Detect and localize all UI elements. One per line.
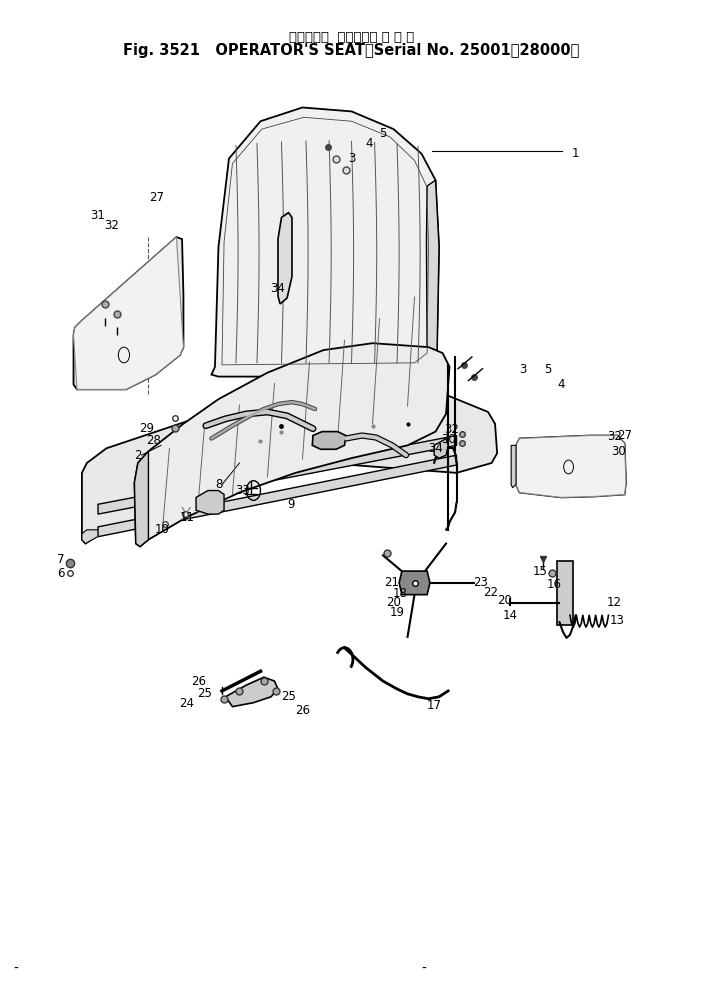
Text: 15: 15: [533, 564, 548, 577]
Text: 18: 18: [393, 587, 408, 600]
Text: 7: 7: [57, 553, 65, 565]
Polygon shape: [134, 451, 148, 547]
Polygon shape: [82, 530, 106, 544]
Polygon shape: [226, 677, 278, 706]
Text: 3: 3: [520, 363, 527, 376]
Text: 26: 26: [295, 704, 310, 717]
Text: 12: 12: [607, 596, 621, 609]
Text: 20: 20: [386, 596, 401, 609]
Text: 25: 25: [197, 688, 212, 700]
Text: 13: 13: [610, 614, 625, 626]
Polygon shape: [74, 237, 183, 389]
Text: 25: 25: [281, 690, 296, 703]
Text: -: -: [13, 961, 18, 976]
Text: 23: 23: [474, 576, 489, 589]
Text: 20: 20: [497, 594, 512, 607]
Polygon shape: [74, 237, 183, 389]
Text: 34: 34: [271, 282, 285, 295]
Text: 14: 14: [502, 609, 517, 622]
Text: 32: 32: [444, 424, 459, 436]
Polygon shape: [511, 445, 516, 488]
Polygon shape: [312, 431, 346, 449]
Text: 29: 29: [139, 423, 155, 435]
Text: 34: 34: [428, 442, 443, 455]
Polygon shape: [134, 343, 449, 547]
Text: 22: 22: [483, 586, 498, 599]
Text: 9: 9: [287, 497, 295, 511]
Text: 4: 4: [557, 378, 565, 391]
Text: 11: 11: [179, 510, 195, 524]
Text: 30: 30: [612, 445, 626, 458]
Polygon shape: [434, 438, 448, 458]
Text: 27: 27: [149, 191, 165, 204]
Polygon shape: [82, 386, 497, 544]
Text: 21: 21: [384, 576, 399, 589]
Text: 26: 26: [191, 675, 207, 688]
Text: 5: 5: [544, 363, 551, 376]
Text: 31: 31: [91, 209, 105, 222]
Polygon shape: [196, 491, 224, 514]
Text: 10: 10: [155, 523, 170, 536]
Text: 30: 30: [441, 433, 456, 446]
Text: 32: 32: [105, 219, 120, 231]
Text: 33: 33: [236, 484, 250, 497]
Text: 8: 8: [215, 478, 222, 492]
Text: 19: 19: [389, 606, 404, 619]
Polygon shape: [427, 180, 439, 366]
Polygon shape: [278, 213, 292, 304]
Text: 4: 4: [366, 137, 373, 151]
Text: オペレータ  シート（適 用 号 機: オペレータ シート（適 用 号 機: [289, 32, 414, 44]
Polygon shape: [557, 561, 574, 625]
Polygon shape: [98, 455, 456, 537]
Text: -: -: [422, 961, 427, 976]
Text: 17: 17: [427, 699, 441, 712]
Text: 16: 16: [547, 578, 562, 591]
Text: 28: 28: [147, 434, 162, 447]
Text: 24: 24: [179, 697, 195, 710]
Polygon shape: [516, 435, 626, 497]
Text: 27: 27: [617, 429, 632, 442]
Text: 1: 1: [572, 147, 579, 161]
Text: Fig. 3521   OPERATOR'S SEAT（Serial No. 25001～28000）: Fig. 3521 OPERATOR'S SEAT（Serial No. 250…: [123, 43, 580, 58]
Text: 5: 5: [380, 127, 387, 141]
Text: 3: 3: [348, 152, 355, 165]
Polygon shape: [399, 571, 430, 595]
Polygon shape: [98, 435, 456, 514]
Polygon shape: [212, 107, 439, 376]
Text: 32: 32: [607, 430, 622, 443]
Text: 2: 2: [134, 449, 142, 462]
Text: 6: 6: [57, 566, 65, 579]
Polygon shape: [516, 435, 626, 497]
